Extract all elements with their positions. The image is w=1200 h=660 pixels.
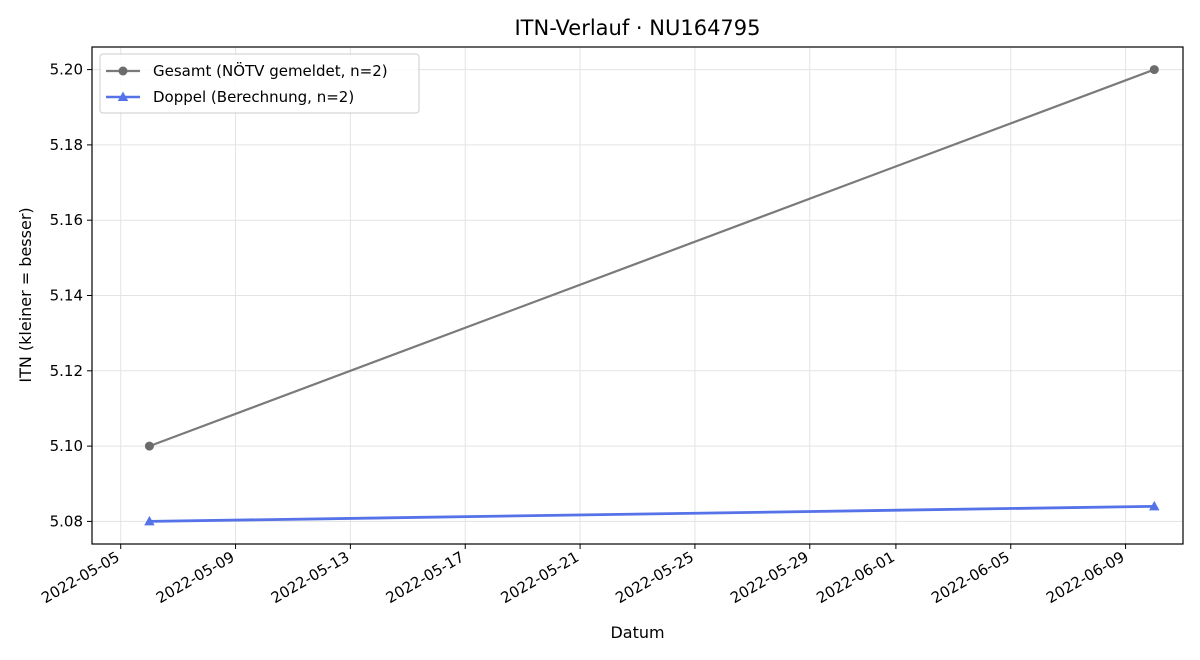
y-tick-label: 5.10 [50, 437, 83, 455]
legend-label-gesamt: Gesamt (NÖTV gemeldet, n=2) [153, 61, 388, 80]
data-point-gesamt [144, 441, 154, 451]
y-tick-label: 5.08 [50, 512, 83, 530]
data-point-gesamt [1149, 65, 1159, 75]
grid [92, 47, 1183, 544]
legend-label-doppel: Doppel (Berechnung, n=2) [153, 88, 354, 106]
series-line-gesamt [149, 68, 1155, 448]
legend-marker-doppel [117, 91, 129, 101]
x-axis-title: Datum [610, 623, 664, 642]
y-tick-label: 5.16 [50, 211, 83, 229]
legend-marker-gesamt [118, 66, 128, 76]
y-axis-title: ITN (kleiner = besser) [16, 207, 35, 382]
legend: Gesamt (NÖTV gemeldet, n=2) Doppel (Bere… [99, 53, 420, 114]
y-tick-label: 5.18 [50, 136, 83, 154]
legend-box [99, 53, 420, 114]
y-tick-label: 5.14 [50, 287, 83, 305]
chart-title: ITN-Verlauf · NU164795 [514, 16, 760, 40]
data-point-doppel [1149, 500, 1160, 511]
series-layer [144, 65, 1160, 526]
series-line-doppel [149, 504, 1155, 523]
y-tick-label: 5.20 [50, 61, 83, 79]
data-point-doppel [144, 515, 155, 526]
y-tick-label: 5.12 [50, 362, 83, 380]
